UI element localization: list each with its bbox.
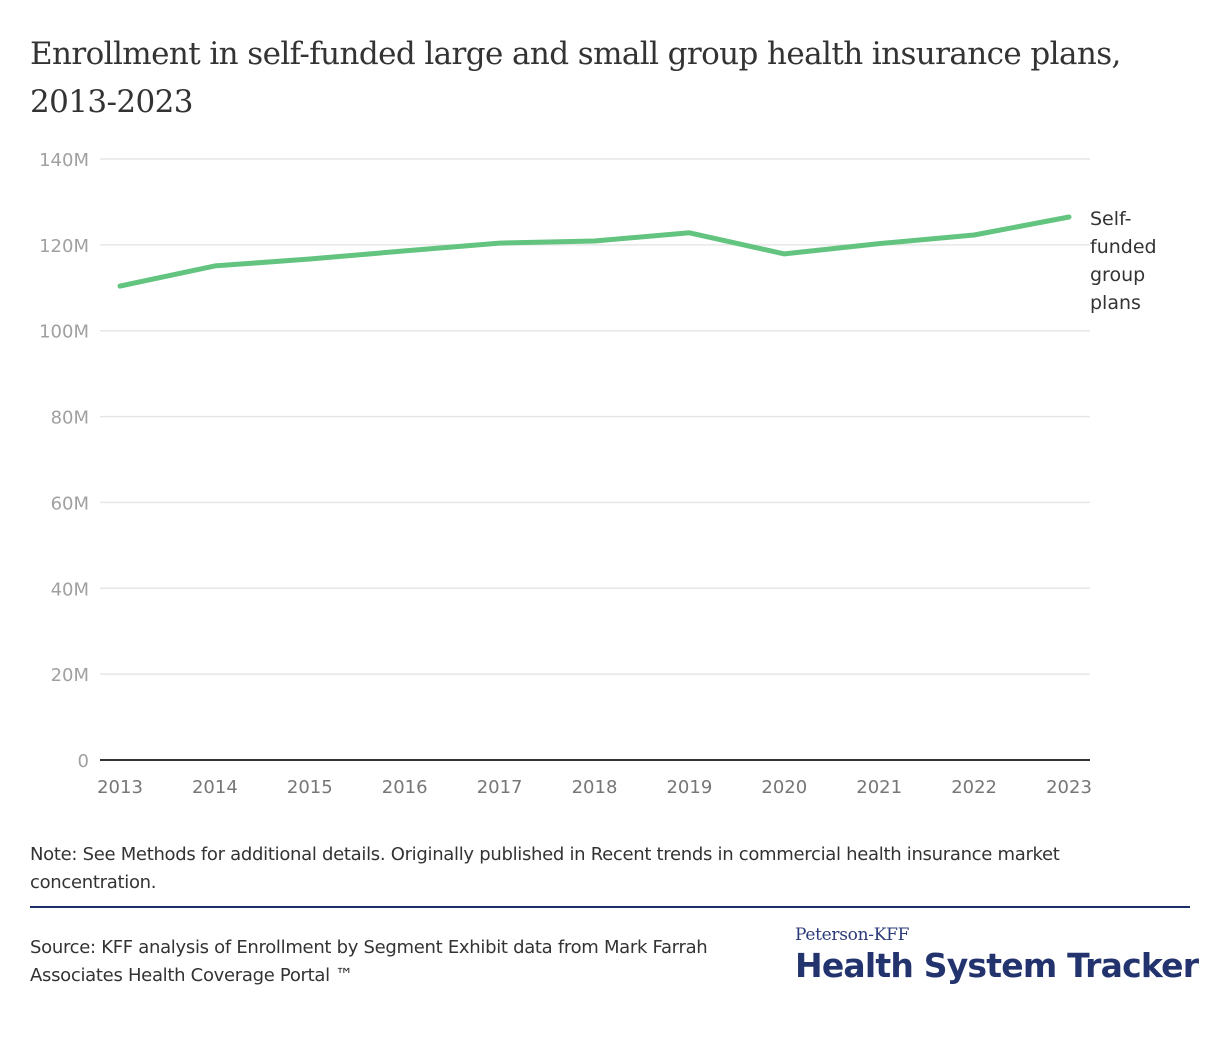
series-label-line: Self- [1090,208,1132,230]
x-tick-label: 2015 [287,777,333,798]
y-tick-label: 0 [78,751,89,772]
x-tick-label: 2013 [97,777,143,798]
y-axis-ticks: 0 20M 40M 60M 80M 100M 120M 140M [39,150,89,772]
logo-subtitle: Peterson-KFF [795,925,910,945]
y-tick-label: 60M [51,493,89,514]
series-label-line: plans [1090,292,1141,314]
x-tick-label: 2014 [192,777,238,798]
x-tick-label: 2022 [951,777,997,798]
x-axis-ticks: 2013 2014 2015 2016 2017 2018 2019 2020 2021 2022… [97,777,1092,798]
x-tick-label: 2020 [761,777,807,798]
y-tick-label: 40M [51,579,89,600]
gridlines [100,158,1090,675]
footer-divider [30,906,1190,908]
x-tick-label: 2018 [572,777,618,798]
y-tick-label: 20M [51,665,89,686]
series-layer [117,214,1072,289]
x-tick-label: 2019 [666,777,712,798]
y-tick-label: 120M [39,236,89,257]
series-label-self-funded: Self-funded group plans [1090,208,1157,314]
brand-logo: Peterson-KFF Health System Tracker [795,924,1199,986]
x-tick-label: 2023 [1046,777,1092,798]
x-tick-label: 2021 [856,777,902,798]
series-label-line: funded [1090,236,1157,258]
logo-title: Health System Tracker [795,946,1199,985]
chart-title: Enrollment in self-funded large and smal… [30,36,1121,120]
series-line [117,214,1072,289]
chart-source: Source: KFF analysis of Enrollment by Se… [30,937,708,986]
x-tick-label: 2016 [382,777,428,798]
chart-note: Note: See Methods for additional details… [30,844,1060,893]
x-tick-label: 2017 [477,777,523,798]
series-label-line: group [1090,264,1145,286]
y-tick-label: 100M [39,322,89,343]
y-tick-label: 140M [39,150,89,171]
y-tick-label: 80M [51,408,89,429]
